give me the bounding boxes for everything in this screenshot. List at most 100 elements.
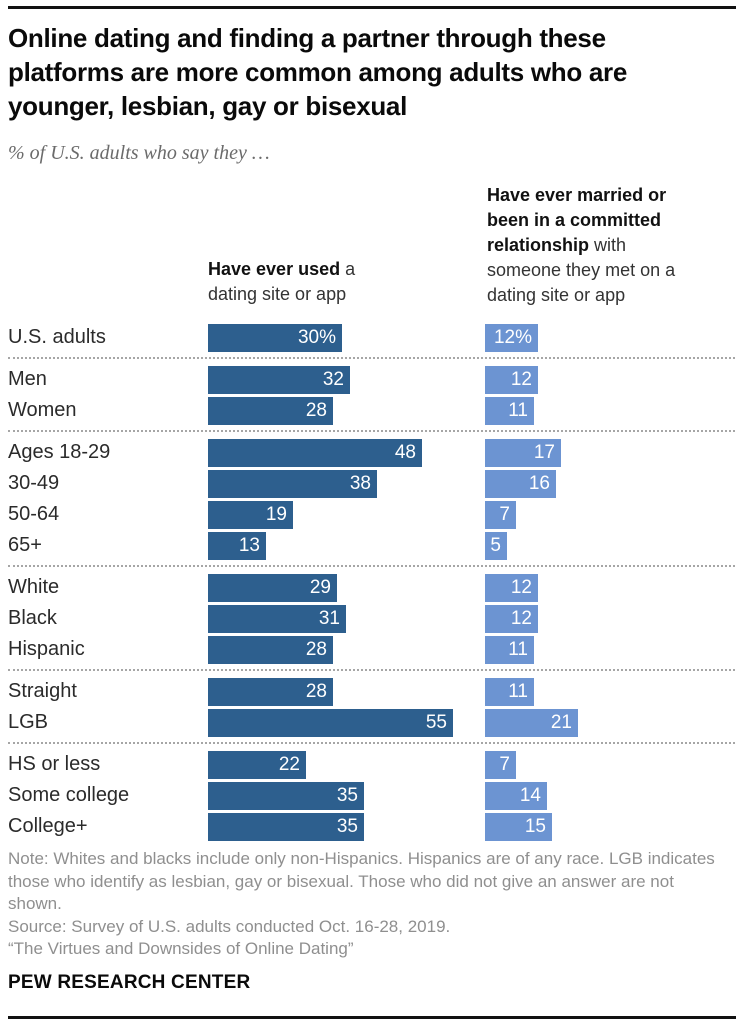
chart-row: Some college 35 14 [8,780,735,811]
bar-cell: 31 [208,604,485,633]
chart-row: Straight 28 11 [8,676,735,707]
bar-cell: 12 [485,365,735,394]
bar-cell: 28 [208,396,485,425]
bar-ever-married: 11 [485,635,534,664]
group-separator [8,565,735,567]
title-line-1: Online dating and finding a partner thro… [8,23,606,53]
chart-footer: Note: Whites and blacks include only non… [8,848,732,961]
chart-row: Hispanic 28 11 [8,634,735,665]
chart-row: LGB 55 21 [8,707,735,738]
row-label: 50-64 [8,503,60,525]
bar-ever-used: 35 [208,812,364,841]
row-label: Hispanic [8,638,85,660]
chart-subtitle: % of U.S. adults who say they … [8,142,270,164]
chart-row: Black 31 12 [8,603,735,634]
top-rule [8,6,736,9]
group-separator [8,430,735,432]
bar-cell: 15 [485,812,735,841]
bar-ever-used: 48 [208,438,422,467]
chart-row: White 29 12 [8,572,735,603]
bar-cell: 17 [485,438,735,467]
bar-cell: 35 [208,812,485,841]
row-label: Men [8,368,47,390]
bar-cell: 55 [208,708,485,737]
row-label: Ages 18-29 [8,441,111,463]
bar-cell: 48 [208,438,485,467]
bar-ever-used: 29 [208,573,337,602]
bar-ever-married: 7 [485,750,516,779]
bar-ever-used: 31 [208,604,346,633]
column-header-ever-married: Have ever married or been in a committed… [487,183,701,308]
bar-ever-used: 28 [208,396,333,425]
chart-row: Men 32 12 [8,364,735,395]
bar-ever-married: 16 [485,469,556,498]
bar-cell: 7 [485,500,735,529]
bar-cell: 32 [208,365,485,394]
bar-cell: 29 [208,573,485,602]
bar-ever-married: 11 [485,677,534,706]
bar-cell: 35 [208,781,485,810]
bar-cell: 11 [485,396,735,425]
page-title: Online dating and finding a partner thro… [8,21,714,123]
group-separator [8,357,735,359]
report-title: “The Virtues and Downsides of Online Dat… [8,939,354,958]
row-label: Straight [8,680,77,702]
bar-cell: 28 [208,635,485,664]
bar-cell: 13 [208,531,485,560]
bar-ever-married: 5 [485,531,507,560]
column-header-ever-used: Have ever used a dating site or app [208,257,388,307]
chart-row: 30-49 38 16 [8,468,735,499]
bar-ever-married: 14 [485,781,547,810]
bar-ever-used: 13 [208,531,266,560]
bar-cell: 12 [485,573,735,602]
row-label: LGB [8,711,49,733]
chart-row: Ages 18-29 48 17 [8,437,735,468]
group-separator [8,742,735,744]
bar-cell: 14 [485,781,735,810]
bar-cell: 12% [485,323,735,352]
bar-cell: 21 [485,708,735,737]
bar-cell: 22 [208,750,485,779]
bar-ever-used: 28 [208,635,333,664]
bar-cell: 19 [208,500,485,529]
chart-rows: U.S. adults 30% 12% Men 32 12 Women 28 11 Ages 18… [8,322,735,842]
bar-ever-used: 38 [208,469,377,498]
source-line: Source: Survey of U.S. adults conducted … [8,916,451,936]
bar-ever-used: 28 [208,677,333,706]
footnote: Note: Whites and blacks include only non… [8,849,715,913]
row-label: U.S. adults [8,326,106,348]
chart-row: U.S. adults 30% 12% [8,322,735,353]
row-label: Black [8,607,57,629]
pew-research-center-logo: PEW RESEARCH CENTER [8,972,251,993]
row-label: HS or less [8,753,101,775]
bar-cell: 7 [485,750,735,779]
title-line-3: younger, lesbian, gay or bisexual [8,91,408,121]
row-label: College+ [8,815,88,837]
bar-cell: 28 [208,677,485,706]
row-label: 65+ [8,534,42,556]
bar-ever-married: 21 [485,708,578,737]
bar-cell: 12 [485,604,735,633]
bar-ever-used: 19 [208,500,293,529]
bar-ever-married: 15 [485,812,552,841]
bar-ever-used: 55 [208,708,453,737]
column-header-ever-used-rest: a dating site or app [208,259,356,304]
bar-ever-used: 22 [208,750,306,779]
row-label: 30-49 [8,472,60,494]
chart-row: 65+ 13 5 [8,530,735,561]
bar-cell: 5 [485,531,735,560]
bar-cell: 30% [208,323,485,352]
chart-row: 50-64 19 7 [8,499,735,530]
bar-cell: 38 [208,469,485,498]
column-header-ever-used-bold: Have ever used [208,259,341,279]
bar-ever-married: 12% [485,323,538,352]
bar-ever-used: 30% [208,323,342,352]
bottom-rule [8,1016,736,1019]
bar-ever-married: 12 [485,573,538,602]
column-header-ever-married-bold: Have ever married or been in a committed… [487,185,667,255]
bar-ever-married: 17 [485,438,561,467]
bar-ever-married: 12 [485,365,538,394]
row-label: White [8,576,60,598]
chart-row: College+ 35 15 [8,811,735,842]
